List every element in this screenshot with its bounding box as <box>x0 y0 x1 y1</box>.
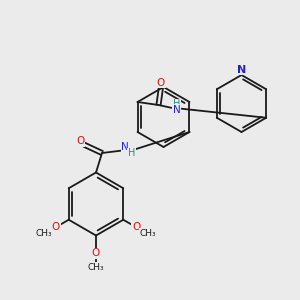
Text: CH₃: CH₃ <box>88 262 104 272</box>
Text: O: O <box>52 221 60 232</box>
Text: N: N <box>121 142 129 152</box>
Text: CH₃: CH₃ <box>140 229 156 238</box>
Text: O: O <box>132 221 140 232</box>
Text: O: O <box>157 78 165 88</box>
Text: H: H <box>128 148 135 158</box>
Text: O: O <box>92 248 100 259</box>
Text: O: O <box>76 136 85 146</box>
Text: H: H <box>173 99 180 109</box>
Text: CH₃: CH₃ <box>36 229 52 238</box>
Text: N: N <box>237 64 246 75</box>
Text: N: N <box>172 105 180 115</box>
